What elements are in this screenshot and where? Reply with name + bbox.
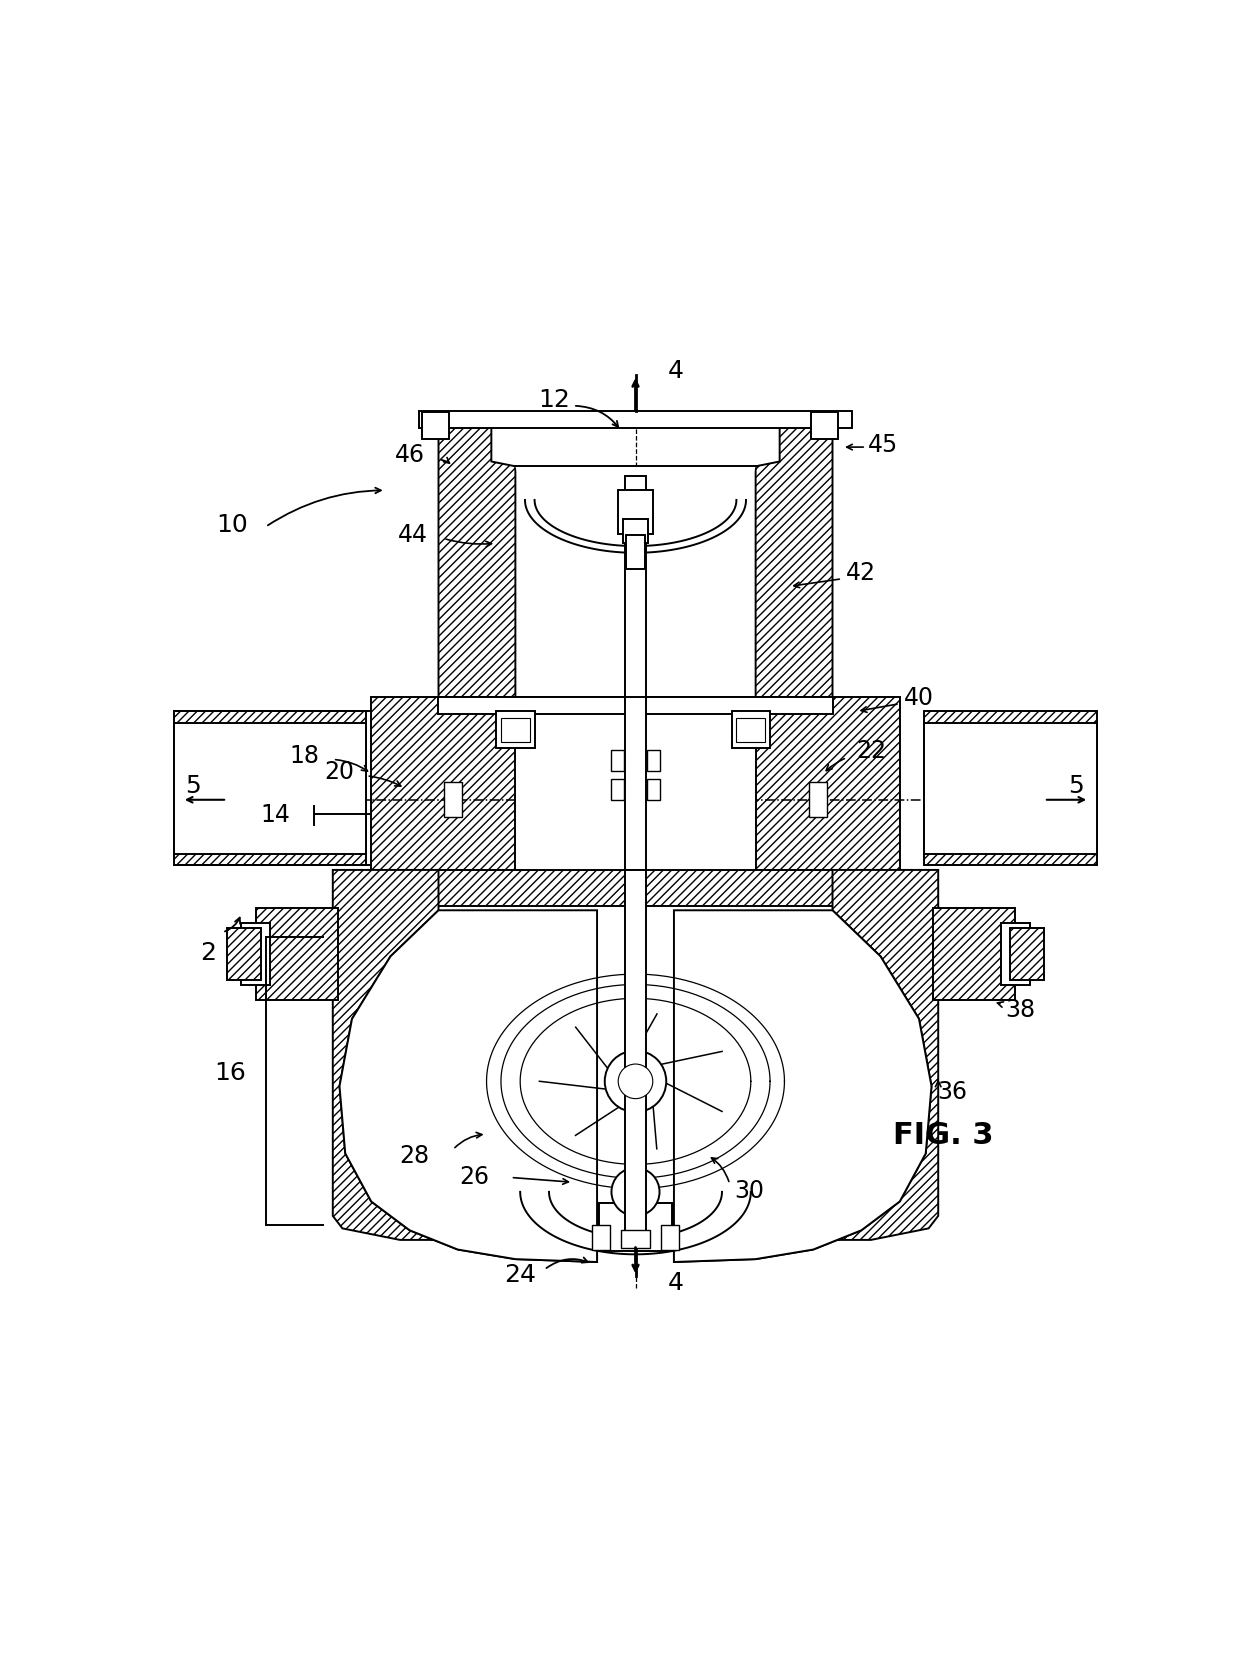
Text: 18: 18 <box>289 742 319 767</box>
Bar <box>1001 923 1029 986</box>
Text: 38: 38 <box>1004 998 1035 1022</box>
Bar <box>255 908 337 1001</box>
Bar <box>593 1226 610 1249</box>
Text: 4: 4 <box>668 1271 684 1294</box>
Bar <box>647 751 660 772</box>
Bar <box>625 698 646 870</box>
Text: 45: 45 <box>868 432 899 457</box>
Bar <box>419 411 852 429</box>
Text: 5: 5 <box>1068 774 1084 799</box>
Bar <box>371 698 900 870</box>
Text: 4: 4 <box>668 360 684 383</box>
Bar <box>174 713 367 865</box>
Polygon shape <box>675 911 931 1263</box>
Bar <box>655 1203 672 1251</box>
Text: 16: 16 <box>215 1060 246 1084</box>
Polygon shape <box>439 429 516 703</box>
Bar <box>332 870 939 906</box>
Circle shape <box>611 1168 660 1216</box>
Text: 22: 22 <box>856 739 885 762</box>
Text: 42: 42 <box>847 560 877 585</box>
Bar <box>622 520 649 543</box>
Text: 5: 5 <box>186 774 201 799</box>
Bar <box>732 713 770 749</box>
Bar <box>242 923 270 986</box>
Bar <box>227 928 260 981</box>
Bar <box>174 724 367 853</box>
Bar <box>625 870 646 1236</box>
Circle shape <box>619 1064 652 1099</box>
Bar <box>924 724 1096 853</box>
Bar <box>647 779 660 800</box>
Bar <box>810 784 827 817</box>
Bar <box>626 537 645 570</box>
Polygon shape <box>521 1191 751 1254</box>
Text: 12: 12 <box>538 388 569 413</box>
Text: 40: 40 <box>904 686 934 709</box>
Bar <box>1011 928 1044 981</box>
Bar <box>496 713 534 749</box>
Bar <box>599 1203 672 1251</box>
Bar <box>811 413 838 441</box>
Text: 20: 20 <box>325 759 355 784</box>
Circle shape <box>605 1051 666 1112</box>
Bar <box>599 1203 616 1251</box>
Text: 30: 30 <box>734 1178 764 1203</box>
Bar <box>661 1226 678 1249</box>
Polygon shape <box>340 911 596 1263</box>
Text: 14: 14 <box>260 802 290 827</box>
Polygon shape <box>675 870 939 1263</box>
Bar <box>619 490 652 534</box>
Bar <box>924 713 1096 865</box>
Bar <box>621 1231 650 1248</box>
Text: 26: 26 <box>459 1165 489 1188</box>
Text: FIG. 3: FIG. 3 <box>893 1120 993 1148</box>
Text: 24: 24 <box>505 1261 536 1286</box>
Text: 28: 28 <box>399 1143 429 1168</box>
Text: 36: 36 <box>937 1079 967 1104</box>
Text: 46: 46 <box>394 442 424 467</box>
Text: 10: 10 <box>216 512 248 537</box>
Bar <box>625 477 646 703</box>
Bar <box>611 751 624 772</box>
Text: 2: 2 <box>200 940 216 964</box>
Bar <box>439 698 832 714</box>
Text: 44: 44 <box>398 522 428 547</box>
Bar <box>934 908 1016 1001</box>
Polygon shape <box>332 870 596 1263</box>
Bar <box>422 413 449 441</box>
Polygon shape <box>755 429 832 703</box>
Bar <box>611 779 624 800</box>
Bar <box>737 719 765 742</box>
Polygon shape <box>516 467 755 553</box>
Bar <box>516 698 755 870</box>
Bar <box>444 784 461 817</box>
Bar <box>501 719 529 742</box>
